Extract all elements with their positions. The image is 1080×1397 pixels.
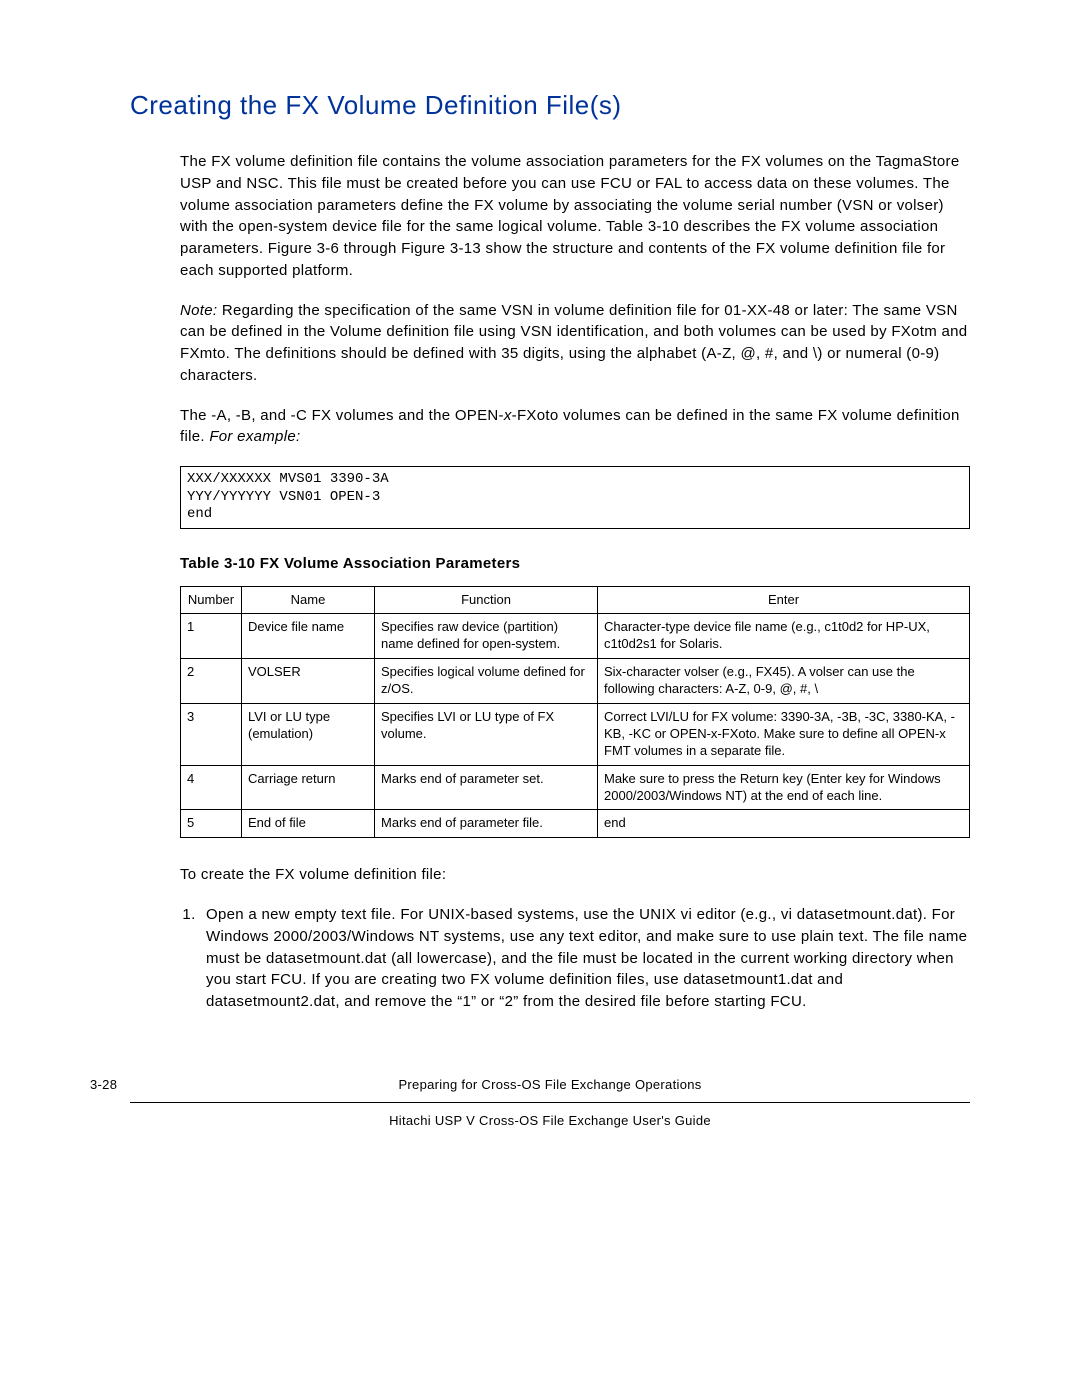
para3-x: x <box>504 407 512 424</box>
para3-a: The -A, -B, and -C FX volumes and the OP… <box>180 407 504 424</box>
cell-enter: end <box>598 810 970 838</box>
th-enter: Enter <box>598 586 970 614</box>
th-number: Number <box>181 586 242 614</box>
page-number: 3-28 <box>90 1073 117 1096</box>
cell-func: Specifies LVI or LU type of FX volume. <box>375 703 598 765</box>
table-caption: Table 3-10 FX Volume Association Paramet… <box>180 555 970 572</box>
table-row: 2 VOLSER Specifies logical volume define… <box>181 659 970 704</box>
cell-num: 3 <box>181 703 242 765</box>
step1-e: , and remove the “1” or “2” from the des… <box>335 993 806 1010</box>
cell-func: Specifies logical volume defined for z/O… <box>375 659 598 704</box>
step1-file1: datasetmount1.dat <box>683 971 812 988</box>
footer-rule <box>130 1102 970 1103</box>
list-item: Open a new empty text file. For UNIX-bas… <box>200 904 970 1013</box>
step1-file: datasetmount.dat <box>266 950 387 967</box>
footer-line2: Hitachi USP V Cross-OS File Exchange Use… <box>389 1113 711 1128</box>
page: Creating the FX Volume Definition File(s… <box>0 0 1080 1173</box>
th-function: Function <box>375 586 598 614</box>
para3-example: For example: <box>209 428 300 445</box>
cell-name: End of file <box>242 810 375 838</box>
cell-num: 1 <box>181 614 242 659</box>
code-example-box: XXX/XXXXXX MVS01 3390-3A YYY/YYYYYY VSN0… <box>180 466 970 529</box>
th-name: Name <box>242 586 375 614</box>
table-row: 4 Carriage return Marks end of parameter… <box>181 765 970 810</box>
note-text: Regarding the specification of the same … <box>180 302 967 384</box>
cell-name: Carriage return <box>242 765 375 810</box>
cell-name: Device file name <box>242 614 375 659</box>
paragraph-create-intro: To create the FX volume definition file: <box>180 864 970 886</box>
step1-file2: datasetmount2.dat <box>206 993 335 1010</box>
step1-d: and <box>813 971 843 988</box>
paragraph-example-intro: The -A, -B, and -C FX volumes and the OP… <box>180 405 970 449</box>
step1-cmd: vi datasetmount.dat <box>781 906 918 923</box>
cell-func: Specifies raw device (partition) name de… <box>375 614 598 659</box>
paragraph-intro: The FX volume definition file contains t… <box>180 151 970 282</box>
table-row: 3 LVI or LU type (emulation) Specifies L… <box>181 703 970 765</box>
page-footer: 3-28 Preparing for Cross-OS File Exchang… <box>130 1073 970 1133</box>
steps-list: Open a new empty text file. For UNIX-bas… <box>180 904 970 1013</box>
cell-enter: Make sure to press the Return key (Enter… <box>598 765 970 810</box>
parameters-table: Number Name Function Enter 1 Device file… <box>180 586 970 839</box>
cell-name: LVI or LU type (emulation) <box>242 703 375 765</box>
cell-enter: Correct LVI/LU for FX volume: 3390-3A, -… <box>598 703 970 765</box>
cell-name: VOLSER <box>242 659 375 704</box>
table-row: 5 End of file Marks end of parameter fil… <box>181 810 970 838</box>
paragraph-note: Note: Regarding the specification of the… <box>180 300 970 387</box>
footer-line1: Preparing for Cross-OS File Exchange Ope… <box>398 1077 701 1092</box>
cell-enter: Character-type device file name (e.g., c… <box>598 614 970 659</box>
cell-func: Marks end of parameter set. <box>375 765 598 810</box>
page-title: Creating the FX Volume Definition File(s… <box>130 90 970 121</box>
table-header-row: Number Name Function Enter <box>181 586 970 614</box>
cell-num: 5 <box>181 810 242 838</box>
step1-a: Open a new empty text file. For UNIX-bas… <box>206 906 781 923</box>
cell-func: Marks end of parameter file. <box>375 810 598 838</box>
table-row: 1 Device file name Specifies raw device … <box>181 614 970 659</box>
note-label: Note: <box>180 302 217 319</box>
cell-enter: Six-character volser (e.g., FX45). A vol… <box>598 659 970 704</box>
cell-num: 2 <box>181 659 242 704</box>
cell-num: 4 <box>181 765 242 810</box>
body-content: The FX volume definition file contains t… <box>180 151 970 1013</box>
